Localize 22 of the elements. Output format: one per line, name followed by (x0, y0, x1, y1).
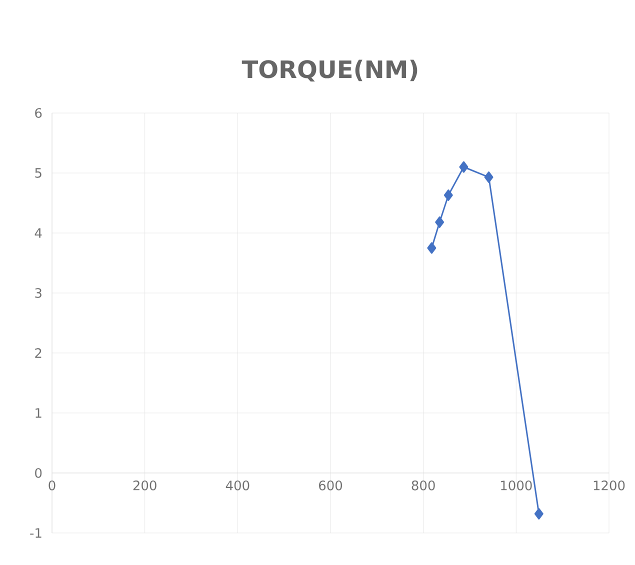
point (459, 161, 468, 173)
point (484, 171, 494, 183)
point (534, 508, 544, 520)
x-tick-label: 800 (412, 480, 435, 490)
y-tick-label: 2 (35, 348, 42, 358)
x-tick-label: 400 (226, 480, 250, 490)
y-tick-label: 0 (35, 468, 42, 478)
point (444, 189, 453, 201)
point (435, 216, 444, 228)
y-tick-label: 6 (35, 108, 42, 118)
y-tick-label: 3 (35, 288, 42, 298)
chart-title: TORQUE(NM) (242, 60, 418, 82)
x-tick-label: 200 (133, 480, 156, 490)
point (427, 242, 436, 254)
y-tick-label: 1 (36, 408, 42, 418)
x-tick-label: 1200 (594, 480, 625, 490)
x-tick-label: 0 (48, 480, 56, 490)
y-tick-label: 5 (35, 168, 42, 178)
x-tick-label: 1000 (501, 480, 532, 490)
x-tick-label: 600 (319, 480, 342, 490)
y-tick-label: -1 (30, 528, 42, 538)
y-tick-label: 4 (34, 228, 42, 238)
